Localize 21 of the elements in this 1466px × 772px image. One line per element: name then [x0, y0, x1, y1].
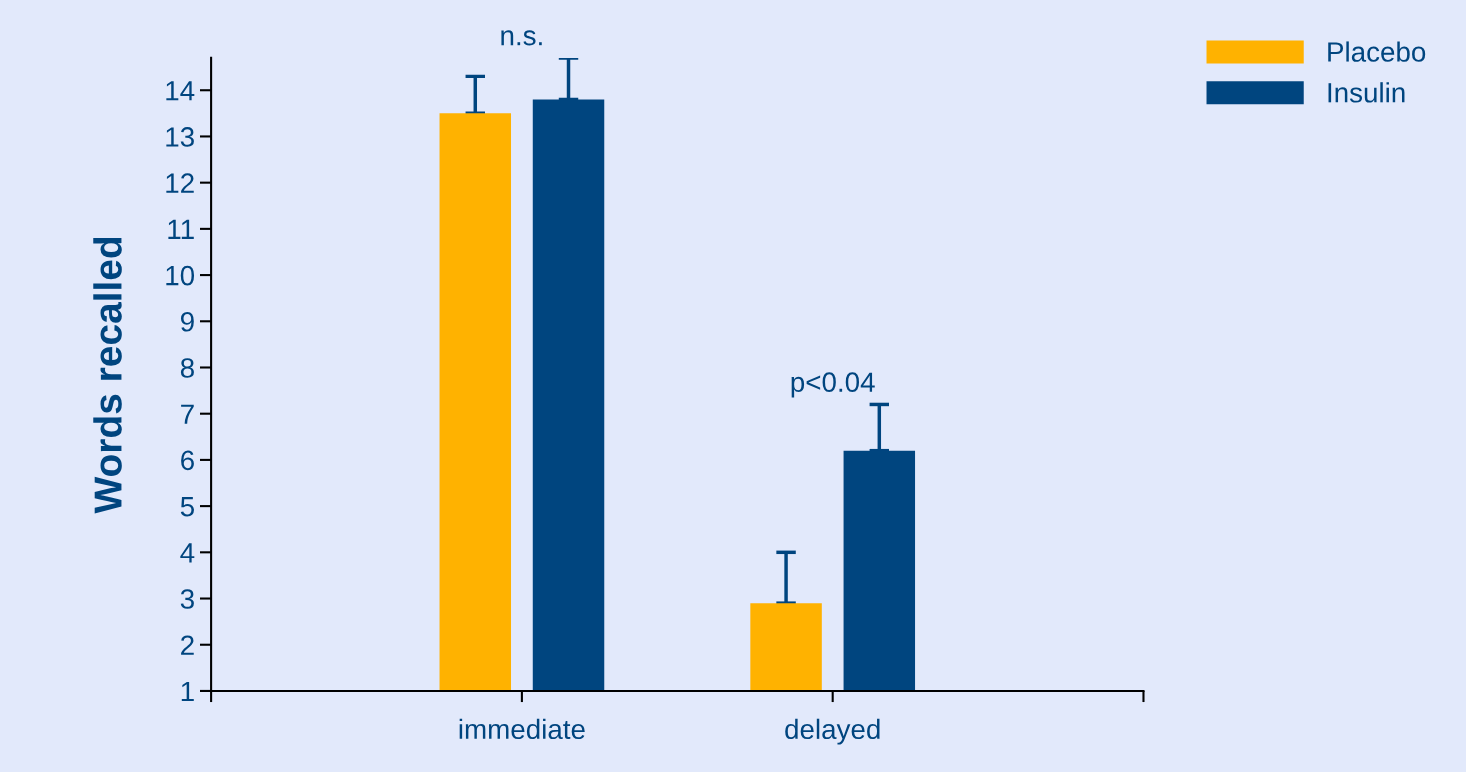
y-tick-label: 4: [180, 543, 195, 563]
y-tick-label: 7: [181, 404, 194, 424]
y-tick-label: 6: [181, 450, 194, 471]
y-tick-label: 5: [180, 497, 194, 517]
y-tick-label: 13: [166, 127, 194, 147]
y-tick-label: 10: [166, 265, 195, 286]
annotation: p<0.04: [791, 372, 875, 398]
text: n.s.: [501, 30, 542, 46]
legend-label: Placebo: [1328, 41, 1426, 62]
legend-label: Insulin: [1328, 82, 1405, 103]
y-tick-label: 8: [180, 358, 194, 378]
x-tick-label: delayed: [785, 718, 880, 745]
x-tick-label: immediate: [459, 718, 585, 740]
y-tick-label: 11: [168, 219, 194, 239]
y-tick-label: 2: [181, 635, 194, 655]
y-tick-label: 1: [181, 681, 194, 702]
y-tick-label: 12: [166, 173, 194, 193]
y-tick-label: 14: [166, 81, 195, 101]
y-tick-label: 3: [180, 589, 194, 609]
y-tick-label: 9: [180, 311, 194, 332]
y-axis-title: Words recalled: [93, 237, 122, 514]
